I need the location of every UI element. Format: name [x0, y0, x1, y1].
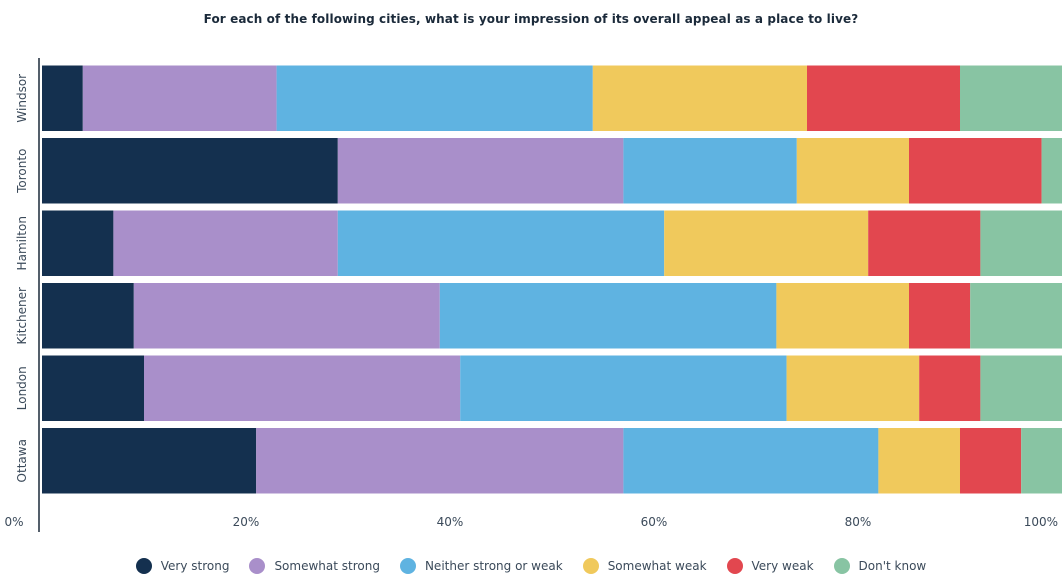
- bar-ottawa-don-t-know: [1021, 428, 1062, 494]
- bar-toronto-don-t-know: [1041, 138, 1062, 204]
- bar-kitchener-somewhat-strong: [133, 283, 440, 349]
- category-label-hamilton: Hamilton: [15, 216, 29, 270]
- x-tick-label: 100%: [1024, 515, 1058, 529]
- bar-london-somewhat-strong: [144, 355, 461, 421]
- chart-title: For each of the following cities, what i…: [203, 12, 859, 26]
- bar-ottawa-neither-strong-or-weak: [623, 428, 879, 494]
- bar-windsor-somewhat-weak: [592, 65, 807, 131]
- legend-swatch: [582, 558, 599, 574]
- legend-item: Don't know: [833, 558, 927, 574]
- category-label-kitchener: Kitchener: [15, 287, 29, 344]
- bar-kitchener-very-strong: [42, 283, 134, 349]
- bar-toronto-very-weak: [909, 138, 1042, 204]
- bar-kitchener-somewhat-weak: [776, 283, 909, 349]
- bar-ottawa-very-weak: [960, 428, 1022, 494]
- bar-kitchener-neither-strong-or-weak: [439, 283, 777, 349]
- legend-label: Neither strong or weak: [424, 559, 563, 573]
- chart-legend: Very strong Somewhat strong Neither strong…: [0, 558, 1062, 574]
- bar-london-very-weak: [919, 355, 981, 421]
- legend-item: Very strong: [135, 558, 230, 574]
- x-tick-label: 20%: [233, 515, 260, 529]
- bar-hamilton-somewhat-strong: [113, 210, 338, 276]
- bar-hamilton-neither-strong-or-weak: [337, 210, 665, 276]
- bar-toronto-somewhat-strong: [337, 138, 624, 204]
- x-tick-label: 40%: [437, 515, 464, 529]
- bar-london-very-strong: [42, 355, 144, 421]
- category-label-ottawa: Ottawa: [15, 439, 29, 482]
- bar-kitchener-very-weak: [909, 283, 971, 349]
- bar-hamilton-somewhat-weak: [664, 210, 869, 276]
- bar-ottawa-very-strong: [42, 428, 257, 494]
- x-tick-label: 60%: [641, 515, 668, 529]
- x-tick-label: 80%: [845, 515, 872, 529]
- bar-hamilton-very-weak: [868, 210, 981, 276]
- category-label-toronto: Toronto: [15, 149, 29, 194]
- legend-label: Don't know: [858, 559, 927, 573]
- bar-hamilton-very-strong: [42, 210, 114, 276]
- legend-swatch: [726, 558, 743, 574]
- legend-item: Neither strong or weak: [399, 558, 563, 574]
- legend-item: Somewhat strong: [249, 558, 380, 574]
- legend-swatch: [399, 558, 416, 574]
- bar-ottawa-somewhat-strong: [256, 428, 624, 494]
- bar-london-neither-strong-or-weak: [460, 355, 787, 421]
- legend-item: Very weak: [726, 558, 814, 574]
- bar-windsor-don-t-know: [960, 65, 1062, 131]
- category-label-windsor: Windsor: [15, 74, 29, 123]
- legend-label: Somewhat strong: [274, 559, 380, 573]
- bar-kitchener-don-t-know: [970, 283, 1062, 349]
- bar-windsor-somewhat-strong: [82, 65, 277, 131]
- bar-toronto-very-strong: [42, 138, 338, 204]
- category-label-london: London: [15, 366, 29, 410]
- legend-swatch: [249, 558, 266, 574]
- bar-london-somewhat-weak: [786, 355, 920, 421]
- bar-toronto-somewhat-weak: [796, 138, 909, 204]
- bar-windsor-very-strong: [42, 65, 83, 131]
- bar-toronto-neither-strong-or-weak: [623, 138, 797, 204]
- legend-label: Very strong: [160, 559, 230, 573]
- bar-london-don-t-know: [980, 355, 1062, 421]
- bar-windsor-neither-strong-or-weak: [276, 65, 593, 131]
- legend-item: Somewhat weak: [582, 558, 707, 574]
- bar-hamilton-don-t-know: [980, 210, 1062, 276]
- legend-swatch: [833, 558, 850, 574]
- bar-windsor-very-weak: [807, 65, 960, 131]
- legend-label: Somewhat weak: [607, 559, 707, 573]
- legend-swatch: [135, 558, 152, 574]
- x-tick-label: 0%: [4, 515, 23, 529]
- legend-label: Very weak: [751, 559, 814, 573]
- bar-ottawa-somewhat-weak: [878, 428, 960, 494]
